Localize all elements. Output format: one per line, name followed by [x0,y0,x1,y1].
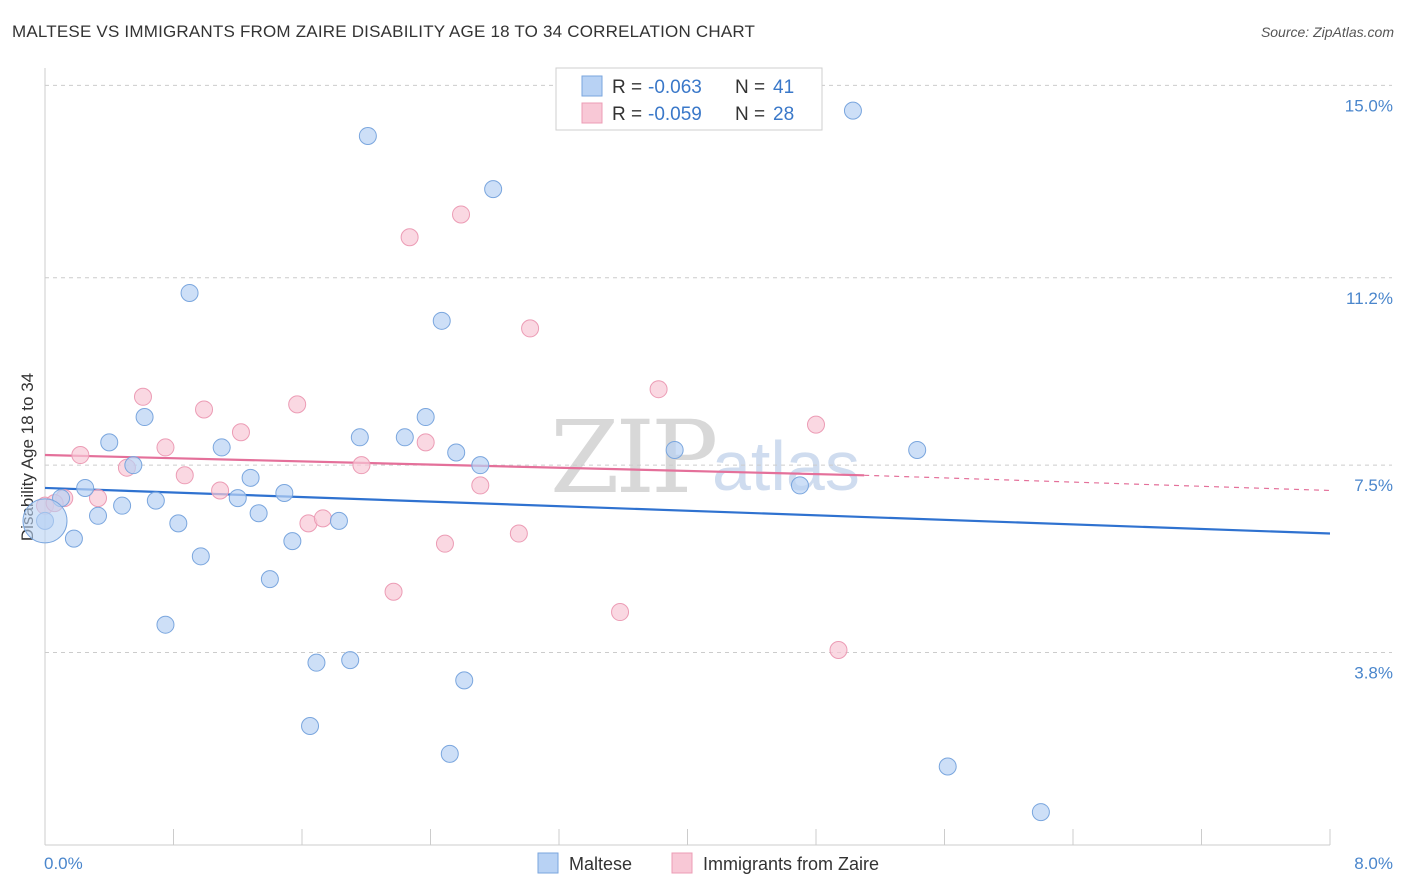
x-ticks [173,829,1331,845]
zaire-point [452,205,471,224]
zaire-point [807,415,825,434]
zaire-point [471,476,490,495]
zaire-trend-line-extension [864,474,1331,492]
stats-r-label-zaire: R = [612,104,642,125]
series-legend-swatch-maltese [537,852,559,874]
maltese-point [440,744,459,763]
maltese-point [908,440,927,459]
zaire-point [352,456,371,475]
maltese-point [341,651,360,670]
maltese-point [146,491,165,510]
maltese-point-cluster [22,498,68,544]
maltese-points [22,101,1050,822]
maltese-point [484,180,503,199]
zaire-point [400,228,419,247]
maltese-point [64,529,83,548]
maltese-point [455,671,474,690]
zaire-point [435,534,454,553]
maltese-point [249,504,268,523]
stats-r-value-maltese: -0.063 [648,77,702,98]
maltese-point [275,484,294,503]
chart-title: MALTESE VS IMMIGRANTS FROM ZAIRE DISABIL… [12,22,756,41]
zaire-point [156,438,175,457]
maltese-point [416,408,435,427]
maltese-point [395,428,414,447]
y-axis-title: Disability Age 18 to 34 [18,373,37,541]
maltese-point [432,311,451,330]
stats-n-label-maltese: N = [735,77,765,98]
zaire-point [416,433,435,452]
maltese-point [212,438,231,457]
stats-r-value-zaire: -0.059 [648,104,702,125]
series-legend-label-zaire: Immigrants from Zaire [703,854,879,874]
maltese-point [790,476,809,495]
maltese-point [180,283,199,302]
stats-legend-swatch-zaire [581,102,603,124]
stats-legend: R = -0.063 N = 41 R = -0.059 N = 28 [555,67,823,131]
maltese-point [241,468,260,487]
x-tick-label-max: 8.0% [1354,854,1393,873]
maltese-point [307,653,326,672]
zaire-point [509,524,528,543]
series-legend-swatch-zaire [671,852,693,874]
maltese-point [156,615,175,634]
maltese-point [191,547,210,566]
maltese-point [301,716,320,735]
maltese-point [113,496,132,515]
maltese-point [447,443,466,462]
zaire-point [649,380,668,399]
source-label: Source: ZipAtlas.com [1260,24,1394,40]
stats-n-value-maltese: 41 [773,77,794,98]
y-tick-labels: 3.8% 7.5% 11.2% 15.0% [1345,96,1393,682]
zaire-point [71,446,90,465]
maltese-point [1031,803,1050,822]
stats-legend-swatch-maltese [581,75,603,97]
maltese-point [843,101,862,120]
maltese-point [228,489,247,508]
y-tick-label: 15.0% [1345,96,1393,115]
maltese-point [124,456,143,475]
maltese-point [169,514,188,533]
maltese-point [329,511,348,530]
y-tick-label: 7.5% [1354,476,1393,495]
series-legend-label-maltese: Maltese [569,854,632,874]
maltese-point [283,532,302,551]
watermark-atlas: atlas [712,427,860,505]
y-tick-label: 3.8% [1354,664,1393,683]
trend-lines [44,453,1331,535]
maltese-point [358,126,377,145]
series-legend: Maltese Immigrants from Zaire [537,852,879,874]
zaire-point [211,481,230,500]
zaire-point [231,423,250,442]
zaire-point [313,509,332,528]
maltese-point [350,428,369,447]
zaire-point [133,387,152,406]
watermark-zip: ZIP [550,399,715,516]
zaire-point [384,582,403,601]
zaire-point [175,466,194,485]
maltese-point [135,408,154,427]
maltese-trend-line [44,486,1331,535]
zaire-point [521,319,540,338]
zaire-point [89,489,108,508]
maltese-point [76,478,95,497]
maltese-point [89,506,108,525]
y-tick-label: 11.2% [1346,289,1393,308]
maltese-point [260,570,279,589]
zaire-point [195,400,214,419]
zaire-point [829,641,848,660]
stats-n-value-zaire: 28 [773,104,794,125]
maltese-point [100,433,119,452]
zaire-trend-line [44,453,865,477]
gridlines [45,84,1392,654]
stats-r-label-maltese: R = [612,77,642,98]
maltese-point [938,757,957,776]
maltese-point [471,456,490,475]
stats-n-label-zaire: N = [735,104,765,125]
zaire-point [288,395,307,414]
x-tick-label-min: 0.0% [44,854,83,873]
maltese-point [665,440,684,459]
zaire-point [611,603,630,622]
